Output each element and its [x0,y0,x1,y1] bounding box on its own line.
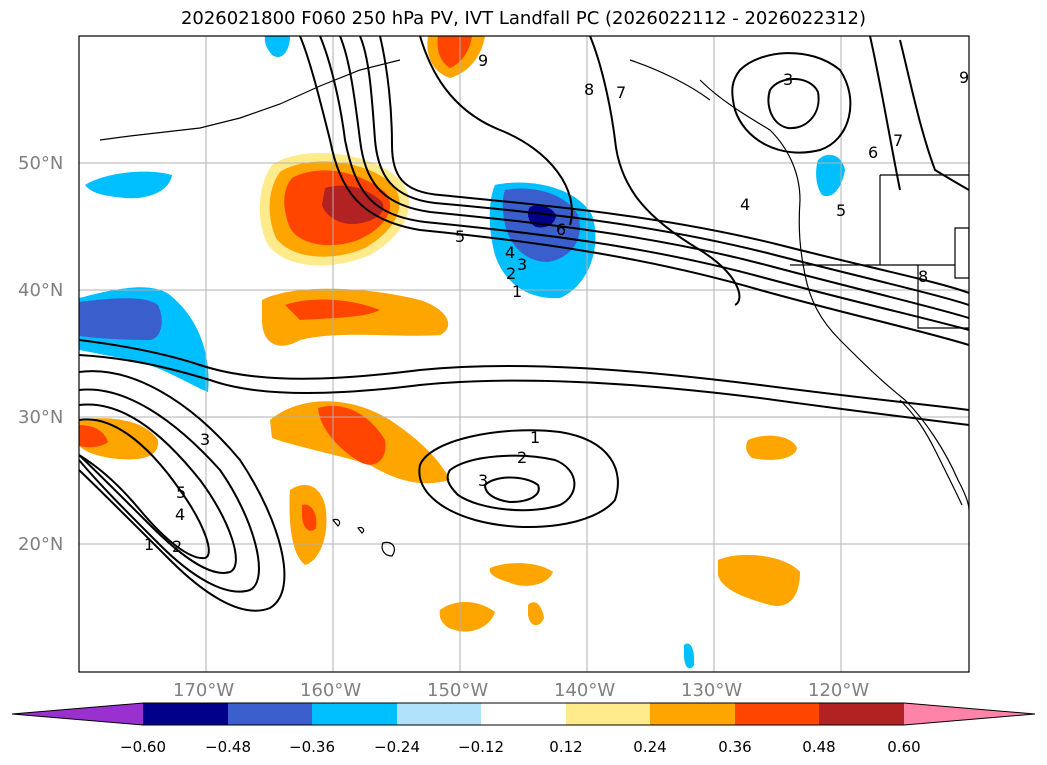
colorbar-segment [312,703,397,725]
colorbar-max-arrow [904,703,1035,725]
contour-label: 4 [505,243,515,262]
colorbar-tick: −0.12 [458,738,504,756]
contour-label: 3 [517,255,527,274]
contour-label: 2 [172,537,182,556]
lon-label: 150°W [427,680,489,701]
colorbar-tick: 0.24 [633,738,667,756]
contour-label: 4 [740,195,750,214]
graticule [79,36,969,672]
contour-label: 7 [616,83,626,102]
lat-label: 20°N [18,534,64,555]
colorbar-segment [735,703,819,725]
colorbar [11,702,1036,726]
colorbar-tick: −0.36 [289,738,335,756]
contour-labels: 9 8 7 5 4 3 2 1 6 3 4 6 7 5 8 9 1 2 3 3 … [144,51,969,556]
contour-label: 3 [478,471,488,490]
colorbar-segment [566,703,650,725]
colorbar-segment [143,703,228,725]
contour-label: 9 [478,51,488,70]
contour-layer [79,36,969,612]
colorbar-tick: 0.36 [718,738,752,756]
contour-label: 1 [530,428,540,447]
colorbar-segment [819,703,904,725]
contour-label: 3 [783,70,793,89]
contour-label: 1 [512,282,522,301]
colorbar-tick: −0.60 [120,738,166,756]
colorbar-tick: −0.48 [205,738,251,756]
contour-label: 4 [175,505,185,524]
contour-label: 5 [176,483,186,502]
colorbar-min-arrow [12,703,143,725]
colorbar-segment [228,703,312,725]
contour-label: 8 [584,80,594,99]
colorbar-tick: 0.48 [802,738,836,756]
contour-label: 5 [836,201,846,220]
lon-label: 160°W [300,680,362,701]
contour-label: 9 [959,68,969,87]
colorbar-tick: 0.12 [549,738,583,756]
colorbar-tick: −0.24 [374,738,420,756]
lat-label: 50°N [18,153,64,174]
contour-label: 1 [144,535,154,554]
map-title: 2026021800 F060 250 hPa PV, IVT Landfall… [180,8,867,29]
lat-label: 40°N [18,280,64,301]
colorbar-segment [397,703,481,725]
contour-label: 8 [918,267,928,286]
colorbar-segment [481,703,566,725]
contour-label: 3 [200,430,210,449]
lon-label: 130°W [681,680,743,701]
contour-label: 2 [506,264,516,283]
colorbar-tick: 0.60 [887,738,921,756]
contour-label: 7 [893,131,903,150]
contour-label: 6 [556,220,566,239]
map-border [78,35,970,673]
lon-label: 140°W [554,680,616,701]
colorbar-segment [650,703,735,725]
contour-label: 5 [455,227,465,246]
lon-label: 170°W [173,680,235,701]
contour-label: 6 [868,143,878,162]
lat-label: 30°N [18,407,64,428]
map-area: 9 8 7 5 4 3 2 1 6 3 4 6 7 5 8 9 1 2 3 3 … [79,36,969,672]
contour-label: 2 [517,448,527,467]
lon-label: 120°W [808,680,870,701]
